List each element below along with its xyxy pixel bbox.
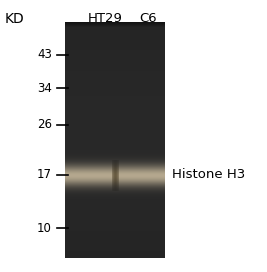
Text: KD: KD bbox=[5, 12, 25, 26]
Text: HT29: HT29 bbox=[88, 12, 123, 25]
Text: 10: 10 bbox=[37, 221, 52, 234]
Text: 17: 17 bbox=[37, 168, 52, 181]
Text: 26: 26 bbox=[37, 119, 52, 131]
Text: 34: 34 bbox=[37, 82, 52, 94]
Text: C6: C6 bbox=[139, 12, 157, 25]
Text: Histone H3: Histone H3 bbox=[172, 168, 245, 181]
Text: 43: 43 bbox=[37, 48, 52, 61]
